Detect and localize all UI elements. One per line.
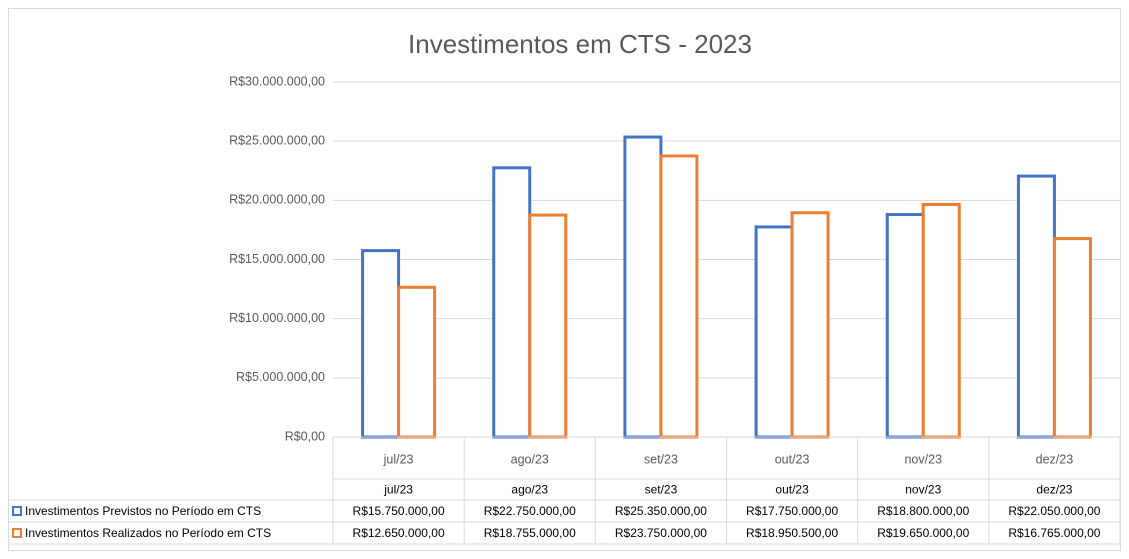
table-cell: R$12.650.000,00 (353, 526, 445, 540)
y-tick-label: R$10.000.000,00 (229, 311, 325, 325)
bar (754, 225, 794, 439)
legend-label: Investimentos Previstos no Período em CT… (25, 504, 261, 518)
table-header: ago/23 (511, 483, 548, 497)
bar (492, 166, 532, 439)
table-header: out/23 (775, 483, 809, 497)
table-cell: R$23.750.000,00 (615, 526, 707, 540)
chart-title: Investimentos em CTS - 2023 (408, 29, 752, 59)
bar (361, 249, 401, 439)
table-cell: R$18.755.000,00 (484, 526, 576, 540)
table-cell: R$19.650.000,00 (877, 526, 969, 540)
table-header: set/23 (645, 483, 678, 497)
x-tick-label: set/23 (644, 452, 678, 466)
y-tick-label: R$20.000.000,00 (229, 193, 325, 207)
y-tick-label: R$30.000.000,00 (229, 74, 325, 88)
bar (885, 213, 925, 439)
x-tick-label: dez/23 (1036, 452, 1074, 466)
bar (528, 213, 568, 439)
x-tick-label: out/23 (775, 452, 810, 466)
bar (659, 154, 699, 439)
bar (623, 135, 663, 439)
table-cell: R$16.765.000,00 (1008, 526, 1100, 540)
y-tick-label: R$0,00 (285, 429, 325, 443)
table-header: nov/23 (905, 483, 941, 497)
legend-marker (12, 528, 22, 538)
table-header: jul/23 (383, 483, 413, 497)
bar (397, 285, 437, 439)
bar (790, 211, 830, 439)
y-tick-label: R$15.000.000,00 (229, 252, 325, 266)
x-tick-label: ago/23 (511, 452, 549, 466)
table-cell: R$17.750.000,00 (746, 504, 838, 518)
table-header: dez/23 (1036, 483, 1072, 497)
bar (1052, 237, 1092, 439)
x-tick-label: nov/23 (904, 452, 942, 466)
x-tick-label: jul/23 (383, 452, 414, 466)
y-tick-label: R$25.000.000,00 (229, 133, 325, 147)
table-cell: R$22.750.000,00 (484, 504, 576, 518)
legend-label: Investimentos Realizados no Período em C… (25, 526, 271, 540)
table-cell: R$18.950.500,00 (746, 526, 838, 540)
y-tick-label: R$5.000.000,00 (236, 370, 325, 384)
legend-marker (12, 506, 22, 516)
bar (1016, 174, 1056, 439)
table-cell: R$22.050.000,00 (1008, 504, 1100, 518)
bar (921, 202, 961, 439)
table-cell: R$15.750.000,00 (353, 504, 445, 518)
table-cell: R$25.350.000,00 (615, 504, 707, 518)
table-cell: R$18.800.000,00 (877, 504, 969, 518)
